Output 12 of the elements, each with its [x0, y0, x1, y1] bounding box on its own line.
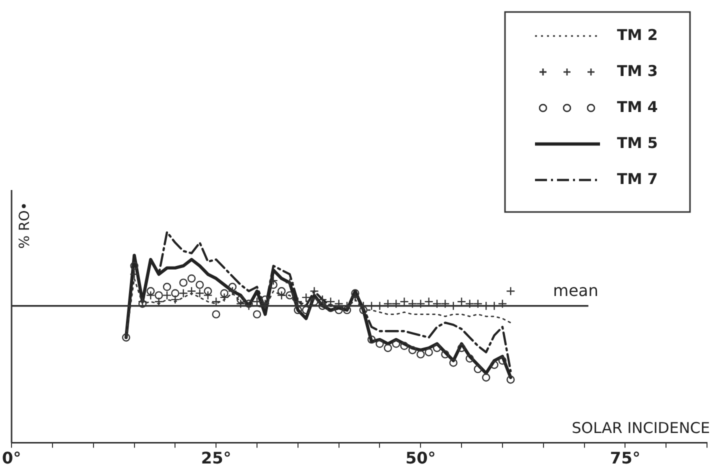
- ref-line-label: mean: [552, 281, 598, 300]
- x-tick-label: 25°: [200, 448, 232, 468]
- legend-label: TM 7: [617, 170, 658, 188]
- legend-label: TM 4: [617, 98, 658, 116]
- y-axis-title: % RO•: [17, 202, 34, 249]
- x-axis-title: SOLAR INCIDENCE: [572, 419, 710, 438]
- legend-label: TM 2: [617, 26, 658, 44]
- legend-label: TM 3: [617, 62, 658, 80]
- x-tick-label: 75°: [610, 448, 640, 468]
- x-tick-label: 50°: [406, 448, 436, 468]
- x-tick-label: 0°: [2, 448, 22, 468]
- legend-label: TM 5: [617, 134, 658, 152]
